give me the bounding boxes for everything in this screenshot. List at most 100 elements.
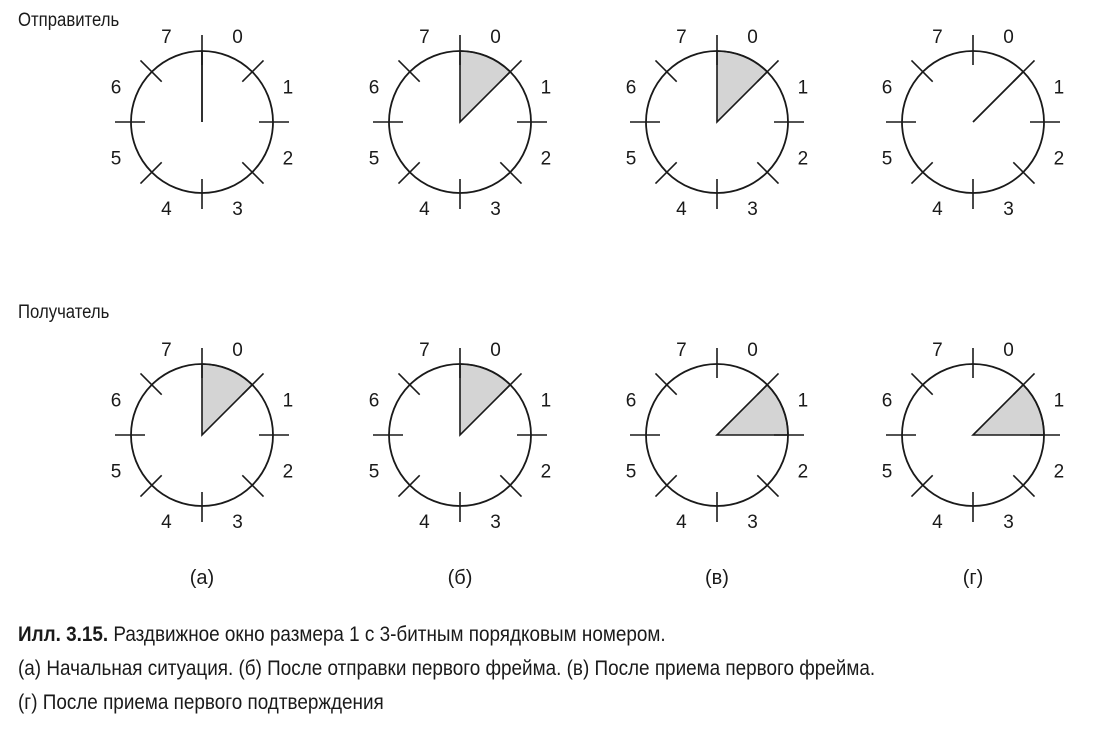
sender-dial-2: 0 1 2 3 4 5 6 7	[369, 27, 551, 220]
dial-number-7: 7	[676, 27, 687, 48]
dial-tick	[910, 59, 934, 83]
dial-number-4: 4	[932, 199, 943, 220]
dial-number-7: 7	[419, 340, 430, 361]
dial-number-4: 4	[161, 199, 172, 220]
window-sector	[459, 363, 512, 437]
window-sector	[716, 50, 769, 124]
dial-tick	[910, 161, 934, 185]
receiver-dial-4: 0 1 2 3 4 5 6 7	[882, 340, 1064, 533]
dial-tick	[499, 59, 523, 83]
dial-tick	[756, 59, 780, 83]
dial-number-5: 5	[369, 149, 380, 170]
dial-tick	[397, 161, 421, 185]
dial-tick	[910, 372, 934, 396]
dial-number-3: 3	[232, 199, 243, 220]
dial-tick	[654, 161, 678, 185]
dial-number-7: 7	[932, 27, 943, 48]
dials-svg: 0 1 2 3 4 5 6 7 0 1 2 3 4 5 6 7 0 1 2 3 4 5 6 7 0 1 2 3 4 5 6 7 0 1 2 3 4 5 6 7…	[111, 27, 1065, 589]
dial-tick	[499, 372, 523, 396]
receiver-dial-1: 0 1 2 3 4 5 6 7	[111, 340, 293, 533]
caption-line-1: Илл. 3.15. Раздвижное окно размера 1 с 3…	[18, 618, 990, 652]
receiver-label: Получатель	[18, 302, 110, 323]
dial-number-3: 3	[490, 199, 501, 220]
dial-pointer	[972, 71, 1024, 123]
window-sector	[459, 50, 512, 124]
dial-number-2: 2	[798, 149, 809, 170]
dial-number-4: 4	[932, 512, 943, 533]
dial-tick	[1012, 372, 1036, 396]
dial-number-6: 6	[882, 390, 893, 411]
dial-number-0: 0	[747, 27, 758, 48]
dial-number-5: 5	[369, 462, 380, 483]
dial-number-0: 0	[1003, 27, 1014, 48]
column-label-2: (б)	[448, 567, 473, 589]
dial-number-1: 1	[798, 77, 809, 98]
dial-tick	[241, 474, 265, 498]
dial-number-1: 1	[283, 77, 294, 98]
dial-number-6: 6	[626, 77, 637, 98]
dial-tick	[756, 474, 780, 498]
dial-tick	[1012, 474, 1036, 498]
column-label-4: (г)	[963, 567, 984, 589]
dial-number-7: 7	[676, 340, 687, 361]
dial-number-0: 0	[232, 340, 243, 361]
dial-number-6: 6	[111, 390, 122, 411]
dial-number-2: 2	[541, 149, 552, 170]
dial-number-1: 1	[1054, 77, 1065, 98]
dial-number-0: 0	[1003, 340, 1014, 361]
caption-title: Раздвижное окно размера 1 с 3-битным пор…	[113, 623, 666, 646]
dial-number-2: 2	[283, 149, 294, 170]
dial-number-1: 1	[283, 390, 294, 411]
dial-tick	[139, 59, 163, 83]
dial-number-4: 4	[676, 199, 687, 220]
dial-number-3: 3	[232, 512, 243, 533]
dial-tick	[397, 474, 421, 498]
dial-number-6: 6	[882, 77, 893, 98]
dial-number-2: 2	[283, 462, 294, 483]
dial-number-4: 4	[419, 512, 430, 533]
dial-tick	[756, 372, 780, 396]
dial-number-5: 5	[882, 149, 893, 170]
sender-label: Отправитель	[18, 10, 120, 31]
dial-number-0: 0	[490, 340, 501, 361]
dial-number-0: 0	[232, 27, 243, 48]
dial-tick	[241, 372, 265, 396]
receiver-dial-2: 0 1 2 3 4 5 6 7	[369, 340, 551, 533]
dial-tick	[654, 372, 678, 396]
sliding-window-figure: Отправитель Получатель 0 1 2 3 4 5 6 7 0 1 2 3 4 5 6 7 0…	[18, 10, 1065, 589]
sender-dial-3: 0 1 2 3 4 5 6 7	[626, 27, 808, 220]
dial-tick	[241, 59, 265, 83]
dial-number-2: 2	[1054, 462, 1065, 483]
dial-tick	[499, 474, 523, 498]
dial-tick	[139, 161, 163, 185]
dial-tick	[1012, 161, 1036, 185]
dial-number-5: 5	[111, 462, 122, 483]
sender-dial-1: 0 1 2 3 4 5 6 7	[111, 27, 293, 220]
dial-number-7: 7	[932, 340, 943, 361]
dial-tick	[756, 161, 780, 185]
dial-number-1: 1	[798, 390, 809, 411]
dial-number-3: 3	[1003, 199, 1014, 220]
dial-number-0: 0	[747, 340, 758, 361]
dial-number-2: 2	[541, 462, 552, 483]
caption-line-2: (а) Начальная ситуация. (б) После отправ…	[18, 657, 876, 680]
column-label-1: (а)	[190, 567, 214, 589]
dial-number-4: 4	[676, 512, 687, 533]
caption-line-3: (г) После приема первого подтверждения	[18, 691, 384, 714]
window-sector	[971, 383, 1045, 436]
dial-number-7: 7	[419, 27, 430, 48]
window-sector	[715, 383, 789, 436]
figure-caption: Илл. 3.15. Раздвижное окно размера 1 с 3…	[18, 618, 1098, 720]
dial-number-0: 0	[490, 27, 501, 48]
dial-number-2: 2	[798, 462, 809, 483]
dial-number-1: 1	[1054, 390, 1065, 411]
dial-tick	[397, 372, 421, 396]
dial-number-4: 4	[419, 199, 430, 220]
dial-number-2: 2	[1054, 149, 1065, 170]
dial-number-5: 5	[626, 462, 637, 483]
dial-number-6: 6	[369, 77, 380, 98]
dial-tick	[139, 372, 163, 396]
dial-tick	[397, 59, 421, 83]
dial-number-5: 5	[882, 462, 893, 483]
dial-tick	[241, 161, 265, 185]
